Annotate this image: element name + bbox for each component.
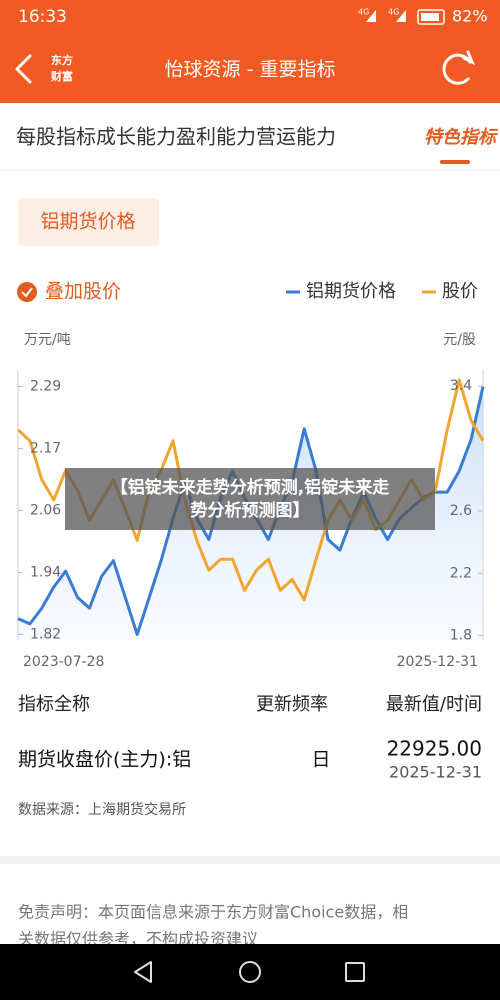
- network: 4G: [358, 8, 369, 17]
- table-cell: 期货收盘价(主力):铝: [18, 749, 191, 771]
- battery-icon: [417, 9, 445, 25]
- x-tick-label: 2023-07-28: [23, 654, 104, 670]
- network: 4G: [388, 8, 399, 17]
- page-title: 怡球资源 - 重要指标: [165, 59, 336, 81]
- logo: [44, 52, 80, 86]
- table-cell: 22925.00: [387, 737, 482, 761]
- toggle-label: 叠加股价: [45, 281, 121, 303]
- tab-bar: 每股指标 成长能力 盈利能力 营运能力 特色指标: [16, 125, 499, 164]
- filter-button-text: 铝期货价格: [40, 211, 135, 233]
- checkbox[interactable]: [17, 282, 37, 302]
- logo-text: 东方: [51, 53, 73, 67]
- table-cell: 日: [311, 749, 330, 771]
- table-header: 最新值/时间: [386, 694, 482, 715]
- y-unit: 万元/吨: [24, 332, 71, 348]
- y-tick-label: 1.82: [30, 626, 61, 642]
- y-tick-label: 2.17: [30, 441, 61, 457]
- y-tick-label: 2.29: [30, 379, 61, 395]
- tab-active[interactable]: 特色指标: [424, 127, 499, 148]
- tab-underline: [440, 160, 470, 164]
- table-header: 更新频率: [256, 694, 328, 715]
- nav-bar: [0, 944, 500, 1000]
- disclaimer: 关数据仅供参考，不构成投资建议: [18, 930, 258, 949]
- battery-level: [421, 13, 439, 21]
- filter-button[interactable]: [18, 198, 159, 246]
- y2-tick-label: 2.6: [450, 503, 472, 519]
- caption: 【铝锭未来走势分析预测,铝锭未来走: [111, 477, 389, 498]
- y-tick-label: 2.06: [30, 503, 61, 519]
- checkmark: [21, 287, 33, 298]
- nav-recent[interactable]: [345, 962, 365, 982]
- y2-tick-label: 2.2: [450, 565, 472, 581]
- refresh-button[interactable]: [442, 53, 472, 85]
- legend-label: 股价: [442, 281, 478, 302]
- nav-back[interactable]: [134, 961, 152, 983]
- tab[interactable]: 每股指标: [16, 125, 96, 149]
- logo-text: 财富: [50, 69, 73, 83]
- battery-text: 82%: [452, 7, 488, 26]
- y-tick-label: 1.94: [30, 565, 61, 581]
- x-tick-label: 2025-12-31: [397, 654, 478, 670]
- back-button[interactable]: [15, 54, 32, 84]
- y2-tick-label: 1.8: [450, 628, 472, 644]
- disclaimer: 免责声明：本页面信息来源于东方财富Choice数据，相: [18, 903, 408, 922]
- tab[interactable]: 成长能力: [96, 125, 176, 149]
- refresh-arrow: [462, 50, 475, 66]
- table-cell: 2025-12-31: [389, 763, 482, 782]
- caption: 势分析预测图】: [191, 500, 310, 521]
- source-note: 数据来源：上海期货交易所: [18, 801, 186, 818]
- tab[interactable]: 盈利能力: [176, 125, 256, 149]
- y2-tick-label: 3.4: [450, 378, 472, 394]
- header-bg: [0, 0, 500, 103]
- signal-icon: [396, 10, 406, 22]
- nav-home[interactable]: [239, 961, 261, 983]
- tab[interactable]: 营运能力: [256, 125, 336, 149]
- status-time: 16:33: [18, 7, 67, 27]
- signal-icon: [366, 10, 376, 22]
- caption-bg: [65, 468, 435, 530]
- y2-unit: 元/股: [443, 332, 476, 348]
- legend-label: 铝期货价格: [306, 281, 396, 302]
- table-header: 指标全称: [18, 694, 90, 715]
